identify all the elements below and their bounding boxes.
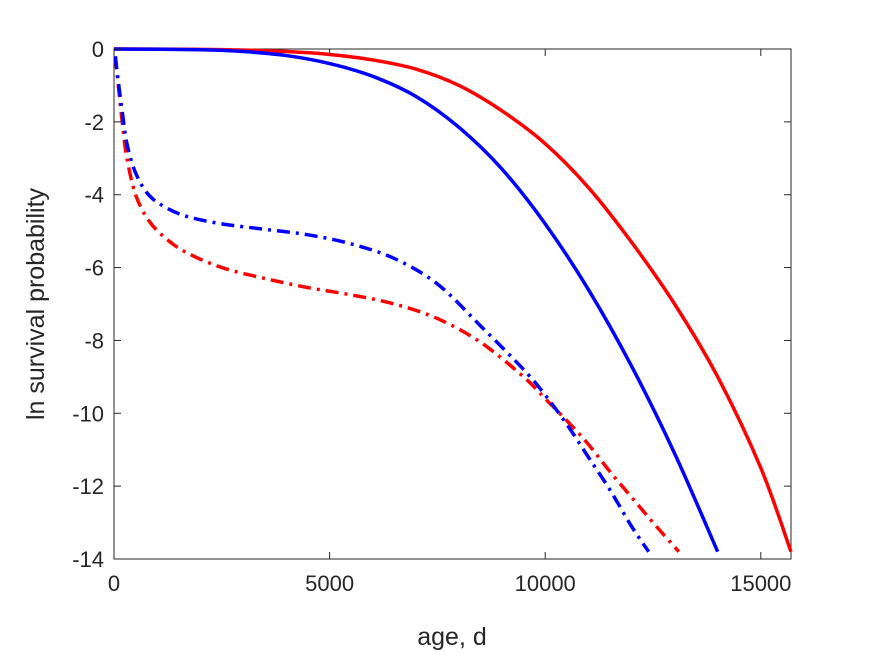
y-tick-label: -6: [84, 256, 104, 281]
y-tick-label: -14: [72, 547, 104, 572]
series-layer: [113, 47, 793, 553]
y-tick-label: -2: [84, 110, 104, 135]
plot-area: [113, 48, 792, 560]
y-axis-label: ln survival probability: [22, 187, 50, 420]
series-line-2-blue-solid: [113, 47, 720, 553]
series-line-4-blue-dashdot: [113, 56, 651, 553]
y-tick-label: -12: [72, 474, 104, 499]
y-tick-label: -4: [84, 183, 104, 208]
y-tick-label: 0: [92, 37, 104, 62]
x-tick-label: 5000: [305, 571, 354, 596]
y-tick-label: -10: [72, 401, 104, 426]
x-axis-ticks: 0 5000 10000 15000: [108, 49, 791, 596]
x-tick-label: 10000: [515, 571, 576, 596]
series-line-1-red-solid: [113, 47, 793, 553]
y-axis-ticks: 0 -2 -4 -6 -8 -10 -12 -14: [72, 37, 791, 572]
y-tick-label: -8: [84, 328, 104, 353]
x-tick-label: 0: [108, 571, 120, 596]
x-axis-label: age, d: [417, 623, 487, 651]
x-tick-label: 15000: [730, 571, 791, 596]
